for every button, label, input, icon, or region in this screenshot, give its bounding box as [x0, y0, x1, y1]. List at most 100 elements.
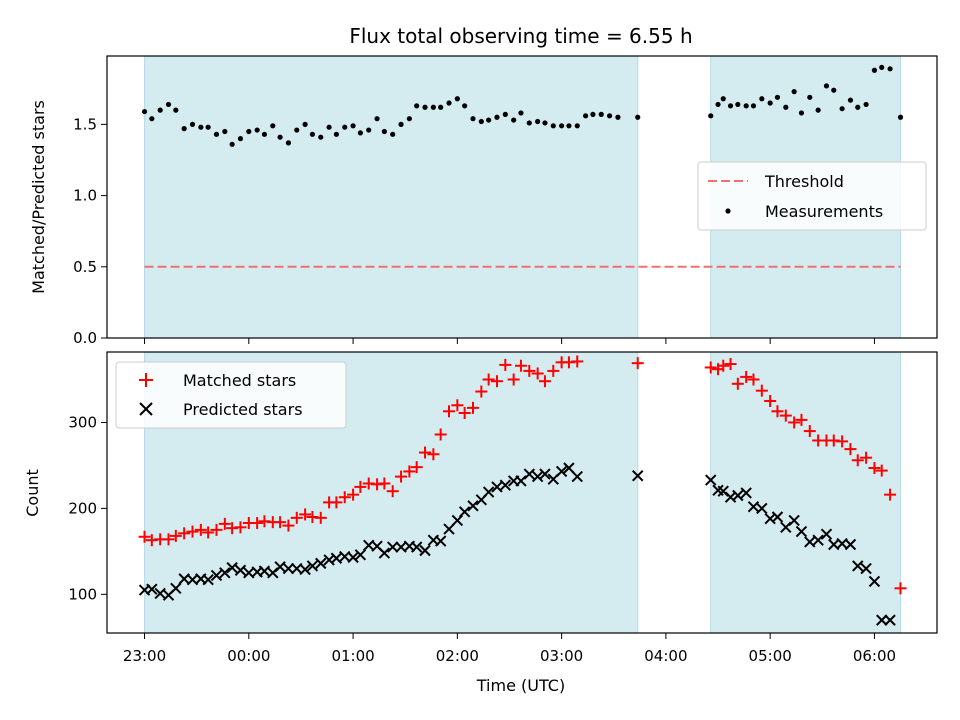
predicted-star-b — [804, 536, 816, 548]
measurement-point — [342, 124, 348, 130]
observing-span — [144, 55, 639, 339]
predicted-star-point — [563, 462, 575, 474]
predicted-star-point — [467, 500, 479, 512]
predicted-star-b — [563, 462, 575, 474]
measurement-point — [454, 96, 460, 102]
predicted-star-b — [219, 567, 231, 579]
measurement-point — [366, 127, 372, 133]
measurement-point — [831, 87, 837, 93]
measurement-point — [791, 89, 797, 95]
measurement-point — [774, 94, 781, 100]
predicted-star-point — [771, 511, 784, 523]
predicted-star-b — [274, 561, 286, 573]
predicted-star-b — [868, 575, 881, 588]
matched-star-point — [844, 443, 857, 456]
measurement-point — [414, 103, 420, 109]
predicted-star-point — [330, 552, 343, 564]
measurement-point — [294, 127, 300, 133]
predicted-star-b — [884, 614, 896, 626]
measurement-point — [222, 128, 228, 135]
matched-star-point — [860, 451, 873, 464]
measurement-point — [189, 121, 196, 127]
predicted-star-point — [386, 541, 399, 553]
measurement-point — [535, 118, 541, 125]
predicted-star-point — [812, 534, 824, 546]
predicted-star-b — [299, 563, 311, 576]
matched-star-point — [868, 462, 881, 475]
predicted-star-point — [202, 574, 214, 586]
measurement-point — [708, 113, 714, 119]
y-tick-label: 100 — [68, 585, 97, 603]
predicted-star-point — [632, 470, 644, 482]
matched-star-point — [717, 359, 730, 372]
measurement-point — [715, 101, 721, 108]
legend-threshold-label: Threshold — [764, 172, 844, 191]
predicted-star-point — [804, 536, 816, 548]
matched-star-point — [740, 370, 753, 383]
x-tick-label: 02:00 — [436, 647, 479, 665]
matched-star-point — [458, 407, 471, 420]
predicted-star-point — [555, 465, 568, 478]
predicted-star-b — [764, 513, 776, 525]
matched-star-point — [178, 527, 191, 540]
predicted-star-point — [234, 564, 247, 576]
predicted-star-point — [499, 479, 512, 491]
predicted-star-point — [515, 475, 527, 487]
ratio-panel-frame — [106, 55, 938, 339]
predicted-star-b — [632, 470, 644, 482]
measurement-point — [735, 101, 741, 108]
measurement-point — [615, 114, 621, 120]
predicted-star-b — [712, 484, 724, 497]
measurement-point — [246, 128, 252, 135]
y-tick-label: 0.5 — [73, 258, 97, 276]
predicted-star-b — [491, 481, 503, 493]
ratio-legend: Threshold Measurements — [697, 161, 927, 231]
y-tick-label: 1.5 — [73, 115, 97, 133]
predicted-star-b — [330, 552, 343, 564]
predicted-star-b — [202, 574, 214, 586]
predicted-star-b — [756, 502, 768, 515]
predicted-star-point — [491, 481, 503, 493]
predicted-star-b — [747, 500, 760, 513]
matched-star-point — [251, 517, 264, 530]
measurement-point — [302, 121, 308, 127]
matched-star-point — [419, 446, 432, 459]
predicted-star-point — [274, 561, 286, 573]
matched-star-point — [443, 405, 456, 418]
measurement-point — [198, 124, 204, 130]
predicted-star-b — [258, 565, 271, 577]
measurement-point — [863, 101, 869, 108]
measurement-point — [181, 126, 187, 132]
measurement-point — [165, 101, 172, 108]
matched-star-point — [386, 485, 399, 498]
matched-star-point — [202, 526, 215, 539]
predicted-star-point — [531, 470, 544, 483]
predicted-star-b — [852, 560, 864, 572]
matched-star-point — [894, 582, 907, 595]
matched-star-point — [803, 425, 816, 438]
predicted-star-point — [299, 563, 311, 576]
measurement-point — [141, 108, 148, 115]
matched-star-point — [314, 511, 327, 524]
measurement-point — [430, 104, 436, 110]
predicted-star-b — [210, 569, 223, 582]
observing-spans — [144, 55, 902, 339]
matched-star-point — [771, 405, 784, 418]
predicted-star-point — [347, 551, 359, 564]
ratio-legend-box — [697, 161, 927, 231]
matched-star-point — [274, 516, 287, 529]
predicted-star-point — [258, 565, 271, 577]
count-legend: Matched stars Predicted stars — [115, 361, 347, 429]
measurement-point — [374, 116, 380, 122]
measurement-point — [254, 127, 260, 133]
matched-star-point — [499, 358, 512, 371]
predicted-star-b — [539, 468, 551, 480]
measurement-point — [815, 107, 821, 113]
measurement-point — [783, 104, 789, 110]
measurement-point — [566, 123, 572, 129]
legend-predicted-swatch — [139, 402, 153, 416]
measurement-point — [847, 97, 854, 103]
measurement-point — [502, 111, 508, 117]
matched-star-point — [779, 409, 792, 422]
predicted-star-b — [234, 564, 247, 576]
